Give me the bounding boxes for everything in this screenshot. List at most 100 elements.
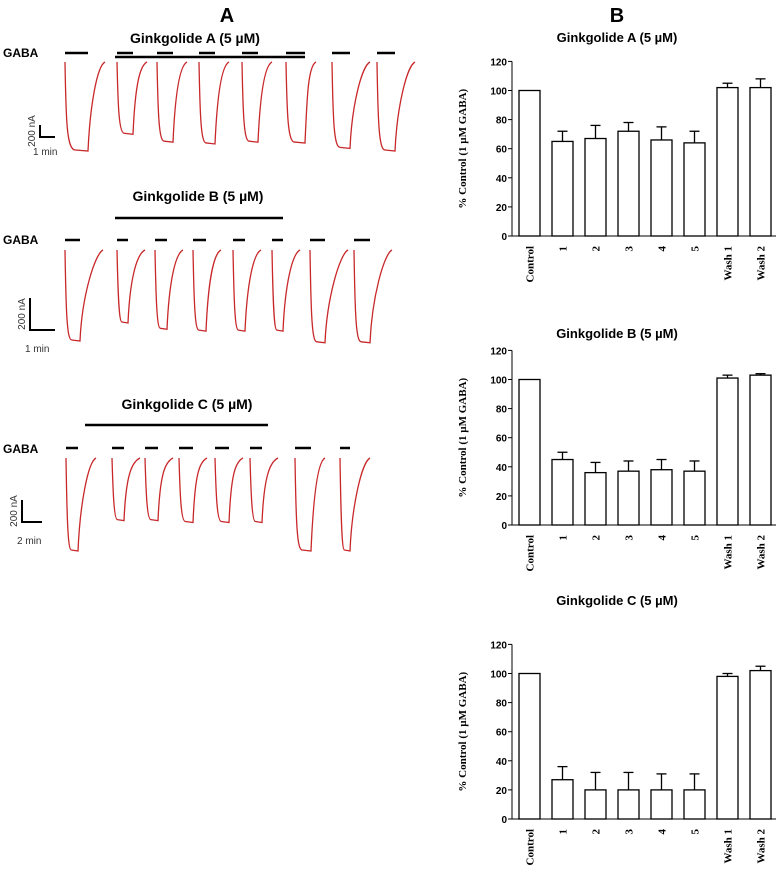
y-tick-label: 40 — [496, 463, 508, 474]
x-tick-label: 4 — [657, 829, 669, 835]
current-trace — [111, 457, 141, 522]
bar — [617, 470, 640, 526]
y-tick-label: 0 — [501, 232, 507, 243]
current-trace — [271, 249, 301, 332]
y-tick-label: 120 — [490, 640, 507, 651]
current-trace — [116, 61, 148, 136]
chart-title: Ginkgolide A (5 µM) — [557, 30, 678, 45]
current-trace — [249, 457, 279, 524]
y-tick-label: 80 — [496, 405, 508, 416]
bar — [518, 89, 541, 237]
y-axis-label: % Control (1 µM GABA) — [457, 377, 469, 497]
x-tick-label: 5 — [690, 246, 702, 252]
x-tick-label: 1 — [558, 829, 570, 835]
bar — [749, 86, 772, 237]
current-trace — [294, 457, 326, 552]
bar — [650, 469, 673, 526]
bar-chart: Ginkgolide C (5 µM) 0 20 40 60 80 100 120 % Cont… — [457, 593, 776, 865]
x-tick-label: Control — [525, 829, 537, 865]
current-trace — [214, 457, 244, 524]
current-trace — [376, 61, 416, 152]
y-tick-label: 120 — [490, 57, 507, 68]
scale-current-label: 200 nA — [9, 495, 20, 527]
scale-current-label: 200 nA — [17, 298, 28, 330]
x-tick-label: 1 — [558, 246, 570, 252]
y-tick-label: 60 — [496, 145, 508, 156]
current-trace — [331, 61, 371, 150]
current-trace — [309, 249, 349, 344]
bar — [584, 471, 607, 526]
current-trace — [64, 61, 106, 152]
y-tick-label: 20 — [496, 492, 508, 503]
current-trace — [64, 249, 104, 342]
scale-time-label: 1 min — [25, 344, 49, 355]
bar — [716, 675, 739, 820]
current-trace — [178, 457, 208, 524]
x-tick-label: 5 — [690, 829, 702, 835]
gaba-label: GABA — [3, 46, 39, 60]
scale-current-label: 200 nA — [27, 115, 38, 147]
bar — [518, 378, 541, 526]
x-tick-label: 2 — [591, 246, 603, 252]
y-tick-label: 20 — [496, 786, 508, 797]
x-tick-label: 3 — [624, 829, 636, 835]
y-tick-label: 100 — [490, 376, 507, 387]
bar — [584, 137, 607, 237]
x-tick-label: Wash 2 — [756, 829, 768, 864]
bar — [650, 789, 673, 820]
y-tick-label: 100 — [490, 87, 507, 98]
bar — [716, 377, 739, 526]
y-tick-label: 40 — [496, 757, 508, 768]
current-trace — [156, 61, 188, 143]
scale-time-label: 2 min — [17, 536, 41, 547]
gaba-label: GABA — [3, 233, 39, 247]
y-tick-label: 80 — [496, 116, 508, 127]
current-trace — [198, 61, 230, 145]
bar — [617, 130, 640, 237]
x-tick-label: Wash 1 — [723, 829, 735, 864]
bar — [683, 142, 706, 237]
bar — [551, 779, 574, 820]
y-tick-label: 60 — [496, 434, 508, 445]
bar-chart: Ginkgolide A (5 µM) 0 20 40 60 80 100 120 % Cont… — [457, 30, 776, 282]
x-tick-label: 2 — [591, 535, 603, 541]
y-axis-label: % Control (1 µM GABA) — [457, 88, 469, 208]
bar — [617, 789, 640, 820]
scale-bar — [39, 125, 55, 138]
gaba-label: GABA — [3, 442, 39, 456]
y-tick-label: 120 — [490, 346, 507, 357]
scale-bar — [29, 298, 55, 331]
y-tick-label: 60 — [496, 728, 508, 739]
panel-a-label: A — [220, 5, 234, 27]
x-tick-label: 3 — [624, 246, 636, 252]
x-tick-label: Wash 1 — [723, 246, 735, 281]
bar — [551, 140, 574, 237]
x-tick-label: Wash 1 — [723, 535, 735, 570]
trace-row: Ginkgolide C (5 µM) GABA 200 nA 2 min — [3, 396, 371, 552]
trace-row: Ginkgolide A (5 µM) GABA 200 nA1 min — [3, 30, 416, 158]
current-trace — [144, 457, 174, 522]
current-trace — [241, 61, 273, 143]
drug-title: Ginkgolide A (5 µM) — [130, 30, 260, 46]
scale-time-label: 1 min — [33, 147, 57, 158]
y-axis-label: % Control (1 µM GABA) — [457, 671, 469, 791]
x-tick-label: 1 — [558, 535, 570, 541]
current-trace — [353, 249, 393, 344]
current-trace — [192, 249, 222, 332]
x-tick-label: Control — [525, 535, 537, 571]
trace-row: Ginkgolide B (5 µM) GABA 200 nA 1 min — [3, 188, 393, 355]
bar — [683, 470, 706, 526]
y-tick-label: 100 — [490, 670, 507, 681]
x-tick-label: Wash 2 — [756, 535, 768, 570]
current-trace — [339, 457, 371, 552]
bar — [518, 672, 541, 820]
x-tick-label: Wash 2 — [756, 246, 768, 281]
chart-title: Ginkgolide B (5 µM) — [556, 326, 678, 341]
current-trace — [232, 249, 262, 332]
chart-title: Ginkgolide C (5 µM) — [556, 593, 678, 608]
bar-chart: Ginkgolide B (5 µM) 0 20 40 60 80 100 120 % Cont… — [457, 326, 776, 571]
y-tick-label: 80 — [496, 699, 508, 710]
